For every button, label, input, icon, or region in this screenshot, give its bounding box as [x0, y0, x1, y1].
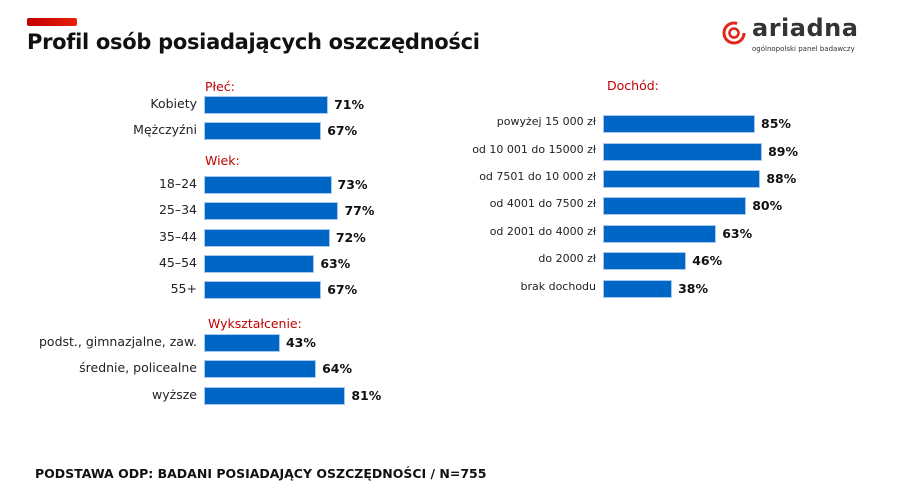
- section-label: Płeć:: [205, 79, 235, 94]
- logo-wordmark: ariadna: [752, 14, 859, 42]
- category-label: wyższe: [152, 387, 197, 402]
- value-label: 73%: [337, 177, 368, 192]
- category-label: 35–44: [158, 229, 197, 244]
- category-label: 55+: [170, 281, 197, 296]
- section-label: Wiek:: [205, 153, 240, 168]
- bar: [604, 144, 762, 160]
- category-label: od 10 001 do 15000 zł: [472, 143, 596, 156]
- bar: [604, 171, 760, 187]
- logo-spiral-icon: [722, 21, 746, 45]
- category-label: średnie, policealne: [79, 360, 197, 375]
- bar: [604, 281, 672, 297]
- bar: [604, 226, 716, 242]
- category-label: podst., gimnazjalne, zaw.: [38, 334, 197, 349]
- bar: [205, 97, 328, 113]
- value-label: 43%: [285, 335, 316, 350]
- bar: [604, 198, 746, 214]
- category-label: 45–54: [158, 255, 197, 270]
- category-label: Mężczyźni: [133, 122, 197, 137]
- logo-tagline: ogólnopolski panel badawczy: [752, 45, 855, 53]
- page-title: Profil osób posiadających oszczędności: [27, 30, 480, 54]
- value-label: 77%: [344, 203, 375, 218]
- bar: [205, 361, 316, 377]
- bar: [205, 177, 331, 193]
- category-label: powyżej 15 000 zł: [496, 115, 596, 128]
- value-label: 81%: [351, 388, 382, 403]
- value-label: 67%: [327, 282, 358, 297]
- bar: [205, 282, 321, 298]
- base-note: PODSTAWA ODP: BADANI POSIADAJĄCY OSZCZĘD…: [35, 466, 487, 481]
- category-label: 25–34: [158, 202, 197, 217]
- bar: [205, 123, 321, 139]
- bar: [205, 230, 329, 246]
- section-label: Wykształcenie:: [208, 316, 302, 331]
- value-label: 38%: [678, 281, 708, 296]
- category-label: od 7501 do 10 000 zł: [479, 170, 596, 183]
- category-label: od 4001 do 7500 zł: [489, 197, 596, 210]
- category-label: brak dochodu: [520, 280, 596, 293]
- value-label: 64%: [322, 361, 352, 376]
- value-label: 63%: [722, 226, 753, 241]
- bar: [604, 116, 755, 132]
- value-label: 71%: [334, 97, 365, 112]
- bar: [205, 388, 345, 404]
- value-label: 89%: [768, 144, 798, 159]
- bar: [205, 203, 338, 219]
- value-label: 85%: [761, 116, 791, 131]
- bar: [205, 256, 314, 272]
- bar: [205, 335, 279, 351]
- value-label: 72%: [335, 230, 366, 245]
- section-label: Dochód:: [607, 78, 659, 93]
- category-label: od 2001 do 4000 zł: [489, 225, 596, 238]
- value-label: 80%: [752, 198, 783, 213]
- value-label: 67%: [327, 123, 358, 138]
- value-label: 88%: [766, 171, 797, 186]
- category-label: 18–24: [158, 176, 197, 191]
- category-label: do 2000 zł: [538, 252, 596, 265]
- value-label: 46%: [692, 253, 723, 268]
- category-label: Kobiety: [150, 96, 197, 111]
- value-label: 63%: [320, 256, 351, 271]
- bar: [604, 253, 686, 269]
- accent-bar: [27, 18, 77, 26]
- ariadna-logo: ariadna ogólnopolski panel badawczy: [722, 14, 862, 58]
